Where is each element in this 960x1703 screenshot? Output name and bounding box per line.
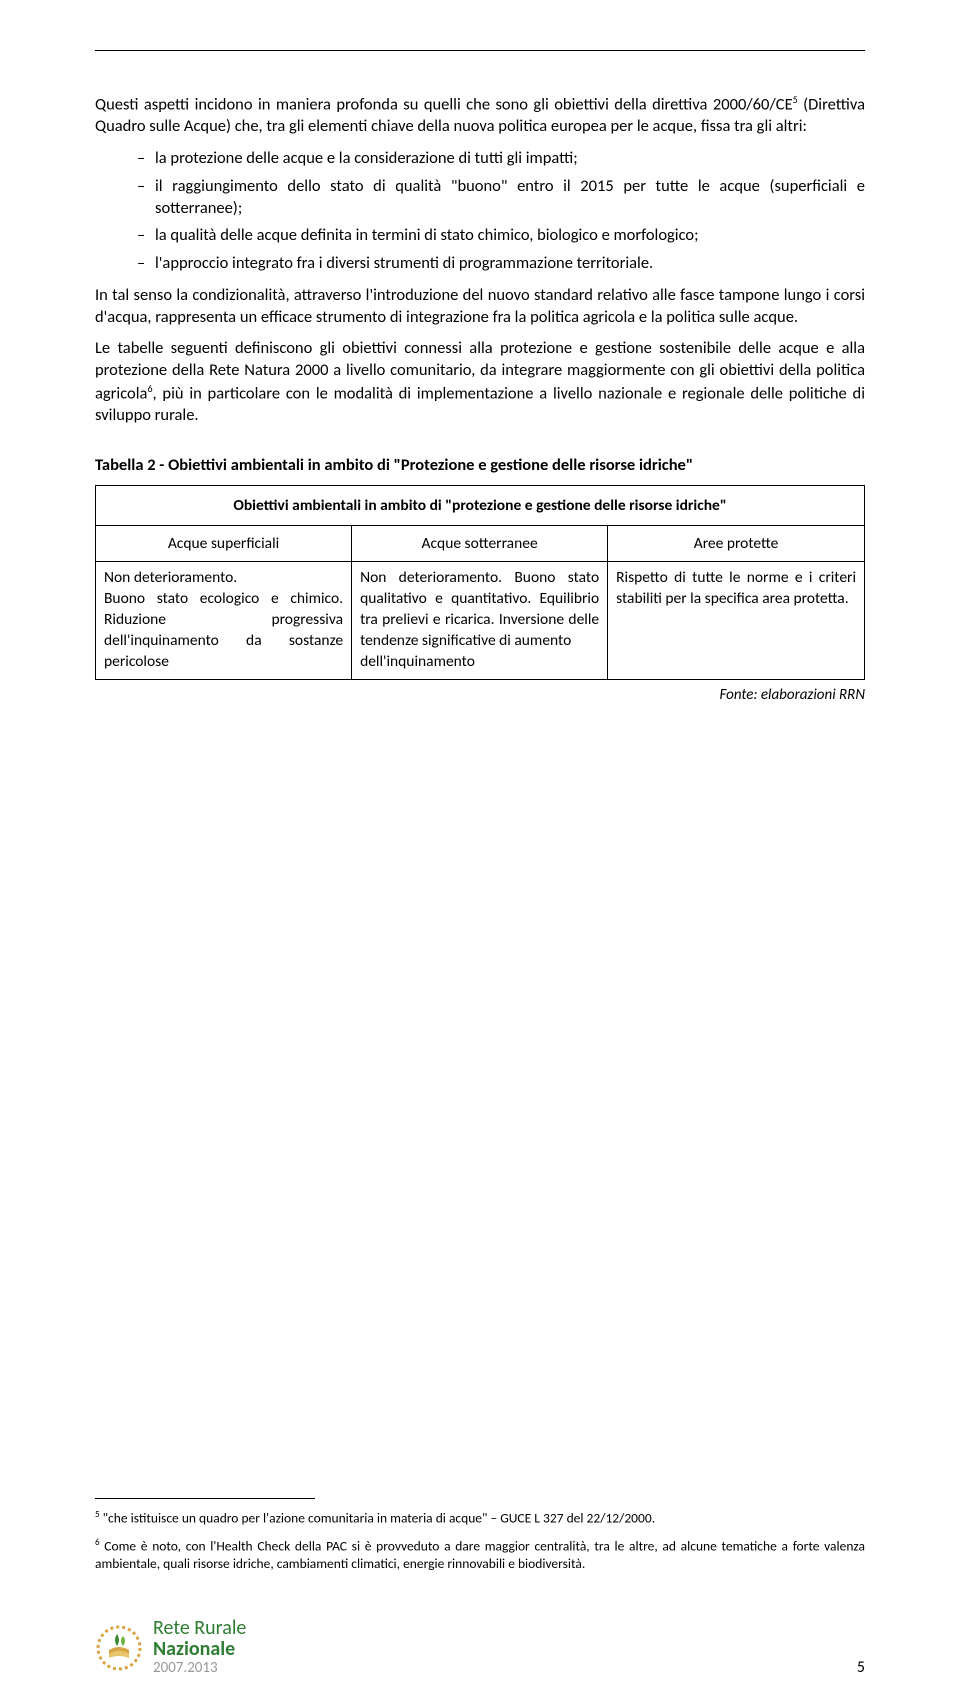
paragraph-2: In tal senso la condizionalità, attraver… <box>95 285 865 329</box>
top-rule <box>95 50 865 51</box>
table-col-header: Acque superficiali <box>96 525 352 561</box>
para1-part1: Questi aspetti incidono in maniera profo… <box>95 95 793 115</box>
para3-part2: , più in particolare con le modalità di … <box>95 383 865 425</box>
logo-line-3: 2007.2013 <box>153 1661 246 1677</box>
paragraph-1: Questi aspetti incidono in maniera profo… <box>95 93 865 138</box>
footnotes-block: 5 "che istituisce un quadro per l'azione… <box>95 1498 865 1583</box>
footnote-rule <box>95 1498 315 1499</box>
logo-line-1: Rete Rurale <box>153 1618 246 1639</box>
table-cell: Non deterioramento. Buono stato ecologic… <box>96 561 352 679</box>
bullet-item: il raggiungimento dello stato di qualità… <box>137 176 865 220</box>
footnote-text: "che istituisce un quadro per l'azione c… <box>100 1510 656 1527</box>
table-cell: Rispetto di tutte le norme e i criteri s… <box>608 561 865 679</box>
table-cell: Non deterioramento. Buono stato qualitat… <box>352 561 608 679</box>
bullet-item: l'approccio integrato fra i diversi stru… <box>137 253 865 275</box>
footnote-6: 6 Come è noto, con l'Health Check della … <box>95 1537 865 1573</box>
table-merged-header: Obiettivi ambientali in ambito di "prote… <box>96 485 865 525</box>
footnote-5: 5 "che istituisce un quadro per l'azione… <box>95 1509 865 1527</box>
table-source: Fonte: elaborazioni RRN <box>95 686 865 704</box>
bullet-list: la protezione delle acque e la considera… <box>95 148 865 275</box>
table-title: Tabella 2 - Obiettivi ambientali in ambi… <box>95 455 865 475</box>
paragraph-3: Le tabelle seguenti definiscono gli obie… <box>95 338 865 427</box>
logo-icon <box>95 1624 143 1672</box>
logo-text: Rete Rurale Nazionale 2007.2013 <box>153 1618 246 1677</box>
logo-block: Rete Rurale Nazionale 2007.2013 <box>95 1618 246 1677</box>
objectives-table: Obiettivi ambientali in ambito di "prote… <box>95 485 865 680</box>
logo-line-2: Nazionale <box>153 1639 246 1660</box>
bullet-item: la qualità delle acque definita in termi… <box>137 225 865 247</box>
footnote-text: Come è noto, con l'Health Check della PA… <box>95 1538 865 1573</box>
table-col-header: Acque sotterranee <box>352 525 608 561</box>
footer: Rete Rurale Nazionale 2007.2013 5 <box>95 1618 865 1677</box>
table-col-header: Aree protette <box>608 525 865 561</box>
bullet-item: la protezione delle acque e la considera… <box>137 148 865 170</box>
page-number: 5 <box>857 1658 865 1677</box>
